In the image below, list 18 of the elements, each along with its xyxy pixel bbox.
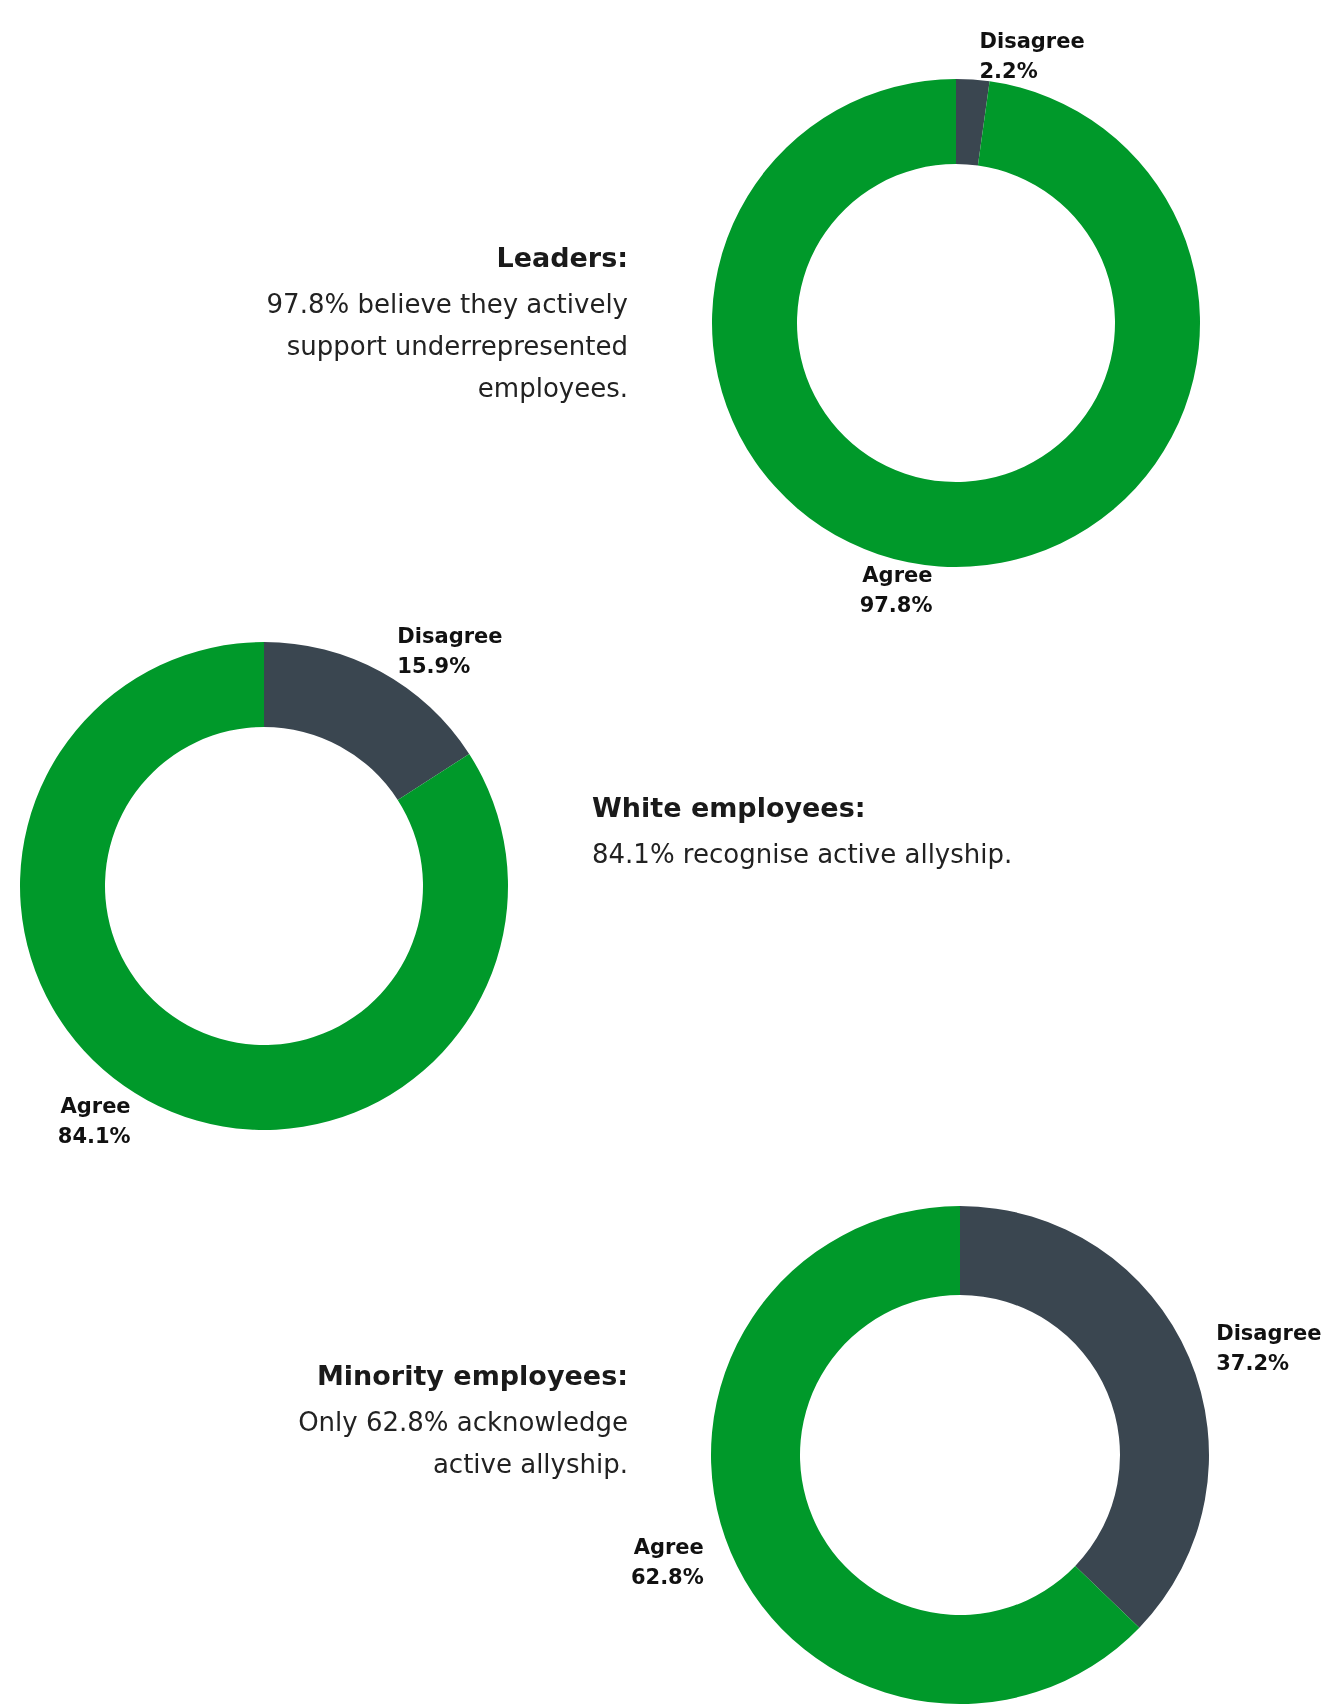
data-label: 2.2% <box>979 58 1038 83</box>
data-label: 15.9% <box>397 653 471 678</box>
data-label: 97.8% <box>859 593 933 618</box>
text: Leaders: <box>495 242 628 273</box>
slice-label: Agree <box>633 1534 704 1559</box>
text: 97.8% believe they actively support underrepresented employees. <box>265 288 628 405</box>
slice-label: Disagree <box>979 28 1085 53</box>
slice-label: Agree <box>862 563 933 588</box>
text: 84.1% recognise active allyship. <box>592 838 1014 871</box>
data-label: 37.2% <box>1216 1351 1290 1376</box>
slice-label: Disagree <box>1216 1321 1322 1346</box>
data-label: 84.1% <box>57 1124 131 1149</box>
data-label: 62.8% <box>630 1564 704 1589</box>
slice-label: Agree <box>60 1094 131 1119</box>
text: White employees: <box>592 792 867 823</box>
text: Minority employees: <box>315 1360 628 1391</box>
slice-label: Disagree <box>397 623 503 648</box>
text: Only 62.8% acknowledge active allyship. <box>297 1406 628 1481</box>
